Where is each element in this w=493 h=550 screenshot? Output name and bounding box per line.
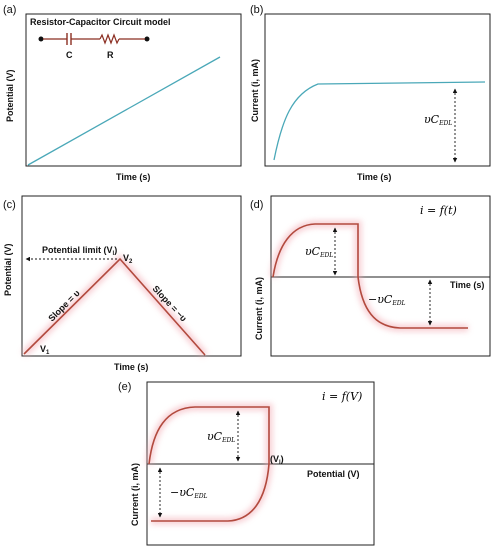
panel-e-vl-label: (Vl)	[270, 454, 284, 466]
panel-b-vcedl-label: υCEDL	[424, 113, 452, 127]
panel-e-pos-label: υCEDL	[207, 430, 235, 444]
panel-c: (c) Potential (V) Time (s) Potential lim…	[3, 195, 242, 372]
panel-a-xlabel: Time (s)	[116, 172, 150, 182]
panel-a-letter: (a)	[3, 4, 16, 16]
panel-d-neg-base: −υC	[368, 293, 393, 306]
panel-a-title: Resistor-Capacitor Circuit model	[30, 17, 171, 27]
panel-c-triangle-wave	[23, 257, 206, 356]
panel-a-frame	[25, 13, 242, 167]
panel-c-v1-label: V1	[40, 344, 50, 356]
panel-e-ylabel: Current (i, mA)	[130, 463, 140, 526]
panel-e-vl-sub: l	[279, 460, 281, 466]
panel-e-vl-close: )	[281, 454, 284, 464]
panel-d-neg-sub: EDL	[391, 300, 405, 307]
panel-c-v1-sub: 1	[46, 350, 50, 356]
panel-d-current-response	[272, 223, 468, 329]
panel-e-neg-sub: EDL	[193, 493, 207, 500]
rc-circuit: C R	[38, 33, 150, 60]
panel-b-xlabel: Time (s)	[357, 172, 391, 182]
panel-d-pos-sub: EDL	[319, 252, 333, 259]
panel-a: (a) Resistor-Capacitor Circuit model C R…	[3, 4, 242, 182]
panel-a-ylabel: Potential (V)	[5, 69, 15, 122]
circuit-node-right	[144, 36, 150, 42]
panel-c-limit-sub: l	[113, 251, 115, 257]
panel-c-v2-text: V	[123, 253, 129, 263]
panel-a-linear-potential-line	[27, 56, 221, 166]
panel-d-ylabel: Current (i, mA)	[254, 277, 264, 340]
panel-e-pos-sub: EDL	[221, 437, 235, 444]
panel-c-limit-label: Potential limit (Vl)	[42, 245, 117, 257]
circuit-node-left	[38, 36, 44, 42]
panel-b-vcedl-sub: EDL	[438, 120, 452, 127]
panel-c-v2-sub: 2	[129, 259, 133, 265]
panel-e-pos-base: υC	[207, 430, 223, 443]
panel-e-vl-text: (V	[270, 454, 279, 464]
panel-c-limit-text: Potential limit (V	[42, 245, 113, 255]
panel-e-neg-base: −υC	[170, 486, 195, 499]
resistor-zigzag	[99, 33, 120, 45]
panel-e: (e) i = f(V) Potential (V) Current (i, m…	[118, 381, 375, 546]
panel-d-xlabel: Time (s)	[450, 280, 484, 290]
resistor-label: R	[107, 50, 114, 60]
panel-b-current-curve	[273, 81, 486, 161]
panel-d-letter: (d)	[250, 199, 263, 211]
panel-c-v2-label: V2	[123, 253, 133, 265]
panel-d-frame	[270, 195, 491, 357]
panel-d-neg-label: −υCEDL	[368, 293, 406, 307]
capacitor-label: C	[66, 50, 73, 60]
panel-b-ylabel: Current (i, mA)	[250, 59, 260, 122]
panel-d: (d) i = f(t) Time (s) Current (i, mA) υC…	[250, 195, 491, 357]
panel-c-ylabel: Potential (V)	[3, 243, 13, 296]
panel-b-vcedl-base: υC	[424, 113, 440, 126]
panel-e-letter: (e)	[118, 381, 131, 393]
panel-c-limit-close: )	[114, 245, 117, 255]
panel-b-letter: (b)	[250, 4, 263, 16]
panel-c-frame	[21, 195, 242, 357]
panel-e-cyclic-voltammogram	[148, 406, 270, 522]
panel-c-v1-text: V	[40, 344, 46, 354]
panel-b: (b) Current (i, mA) Time (s) υCEDL	[250, 4, 491, 182]
panel-d-pos-label: υCEDL	[305, 245, 333, 259]
panel-c-xlabel: Time (s)	[114, 362, 148, 372]
panel-e-neg-label: −υCEDL	[170, 486, 208, 500]
panel-e-equation: i = f(V)	[322, 390, 362, 403]
panel-d-pos-base: υC	[305, 245, 321, 258]
panel-d-equation: i = f(t)	[420, 204, 457, 217]
panel-c-letter: (c)	[3, 199, 16, 211]
panel-b-frame	[264, 13, 491, 167]
panel-e-xlabel: Potential (V)	[307, 469, 360, 479]
